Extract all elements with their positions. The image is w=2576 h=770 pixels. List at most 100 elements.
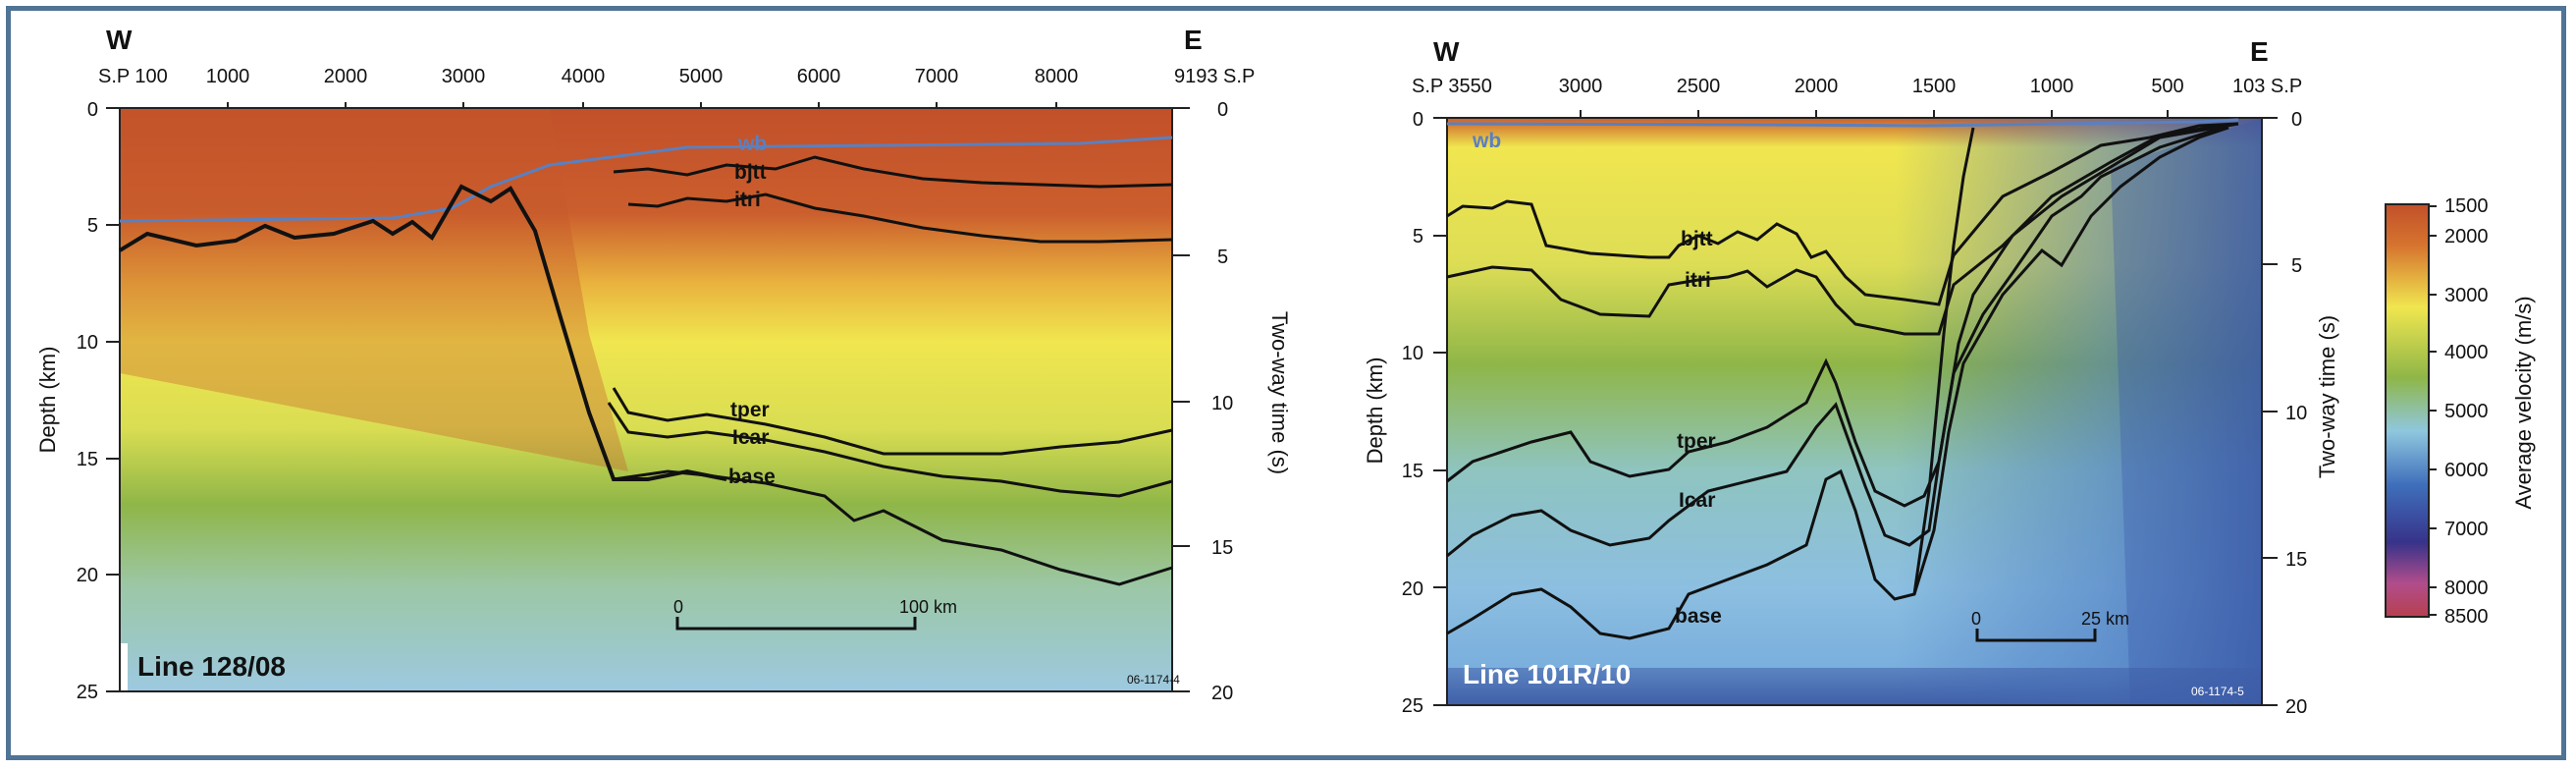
left-top-tick: 1000 bbox=[206, 66, 250, 87]
right-top-ticks: S.P 3550 3000 2500 2000 1500 1000 500 10… bbox=[1412, 76, 2302, 97]
left-top-tick: 5000 bbox=[679, 66, 724, 87]
right-label-bjtt: bjtt bbox=[1681, 228, 1713, 250]
left-time-axis-label: Two-way time (s) bbox=[1267, 311, 1292, 474]
right-top-tick: 103 S.P bbox=[2232, 76, 2302, 97]
left-depth-tick: 15 bbox=[77, 449, 98, 470]
right-top-tick: 1000 bbox=[2030, 76, 2074, 97]
left-horizon-itri bbox=[627, 192, 1173, 244]
colorbar-tick: 3000 bbox=[2444, 285, 2489, 306]
right-horizon-bjtt bbox=[1446, 122, 2239, 306]
left-top-tick: 7000 bbox=[915, 66, 959, 87]
right-time-ticks: 0 5 10 15 20 bbox=[2285, 109, 2307, 718]
left-time-tick: 0 bbox=[1217, 99, 1228, 121]
right-east-label: E bbox=[2250, 36, 2269, 67]
left-depth-tick: 5 bbox=[87, 215, 98, 237]
right-figure-code: 06-1174-5 bbox=[2191, 685, 2244, 698]
left-top-tick: 4000 bbox=[562, 66, 606, 87]
velocity-colorbar: 1500 2000 3000 4000 5000 6000 7000 8000 … bbox=[2385, 195, 2536, 628]
colorbar-tick: 8000 bbox=[2444, 578, 2489, 599]
left-top-tick: 3000 bbox=[442, 66, 486, 87]
colorbar-tick: 2000 bbox=[2444, 226, 2489, 248]
right-west-label: W bbox=[1433, 36, 1460, 67]
left-scale-bar: 0 100 km bbox=[673, 597, 957, 631]
left-top-tick: S.P 100 bbox=[98, 66, 168, 87]
right-top-tick: 500 bbox=[2151, 76, 2183, 97]
right-depth-axis-label: Depth (km) bbox=[1363, 358, 1387, 465]
right-top-tick: 2500 bbox=[1677, 76, 1721, 97]
left-horizon-base bbox=[613, 469, 1173, 586]
left-label-icar: Icar bbox=[732, 426, 769, 449]
left-figure-code: 06-1174-4 bbox=[1127, 673, 1180, 687]
right-label-base: base bbox=[1675, 605, 1722, 628]
left-top-tick: 8000 bbox=[1035, 66, 1079, 87]
left-scale-end: 100 km bbox=[899, 597, 957, 617]
colorbar-tick: 7000 bbox=[2444, 519, 2489, 540]
right-scale-start: 0 bbox=[1971, 609, 1981, 629]
right-depth-tick: 20 bbox=[1402, 578, 1423, 600]
left-horizon-labels: wb bjtt itri tper Icar base bbox=[728, 133, 776, 488]
right-time-tick: 15 bbox=[2285, 549, 2307, 571]
right-scale-end: 25 km bbox=[2081, 609, 2129, 629]
right-top-tick: 1500 bbox=[1912, 76, 1957, 97]
left-label-bjtt: bjtt bbox=[734, 161, 767, 184]
left-time-tick: 5 bbox=[1217, 247, 1228, 268]
right-depth-tick: 25 bbox=[1402, 695, 1423, 717]
right-label-tper: tper bbox=[1677, 430, 1716, 453]
left-time-tick: 20 bbox=[1211, 683, 1233, 704]
right-time-tick: 10 bbox=[2285, 403, 2307, 424]
left-depth-tick: 0 bbox=[87, 99, 98, 121]
right-top-tick: 2000 bbox=[1795, 76, 1839, 97]
left-top-ticks: S.P 100 1000 2000 3000 4000 5000 6000 70… bbox=[98, 66, 1255, 87]
left-label-wb: wb bbox=[737, 133, 767, 155]
right-label-itri: itri bbox=[1685, 269, 1711, 292]
left-label-base: base bbox=[728, 466, 776, 488]
left-time-tick: 15 bbox=[1211, 537, 1233, 559]
left-top-tick: 6000 bbox=[797, 66, 841, 87]
left-label-itri: itri bbox=[734, 189, 761, 211]
left-horizon-icar bbox=[607, 402, 1173, 498]
left-low-velocity-zone bbox=[120, 108, 628, 471]
right-horizon-wb bbox=[1446, 118, 2239, 128]
left-scale-start: 0 bbox=[673, 597, 683, 617]
right-scale-bar: 0 25 km bbox=[1971, 609, 2129, 642]
right-horizon-tper bbox=[1446, 122, 2239, 508]
right-depth-tick: 5 bbox=[1413, 226, 1423, 248]
left-depth-tick: 25 bbox=[77, 682, 98, 703]
right-horizon-icar bbox=[1446, 124, 2229, 558]
colorbar-tick: 4000 bbox=[2444, 342, 2489, 363]
right-label-icar: Icar bbox=[1679, 489, 1715, 512]
left-label-tper: tper bbox=[730, 399, 770, 421]
left-panel: W E S.P 100 1000 2000 3000 4000 5000 600… bbox=[35, 25, 1292, 704]
right-depth-ticks: 0 5 10 15 20 25 bbox=[1402, 109, 1423, 717]
right-fault bbox=[1912, 127, 1975, 595]
left-time-tick: 10 bbox=[1211, 393, 1233, 414]
right-top-tick: 3000 bbox=[1559, 76, 1603, 97]
colorbar-tick: 6000 bbox=[2444, 460, 2489, 481]
left-panel-border bbox=[119, 107, 1173, 692]
left-depth-ticks: 0 5 10 15 20 25 bbox=[77, 99, 98, 703]
left-horizon-shelf-ramp bbox=[118, 184, 727, 481]
right-depth-tick: 0 bbox=[1413, 109, 1423, 131]
left-depth-tick: 20 bbox=[77, 565, 98, 586]
right-time-tick: 20 bbox=[2285, 696, 2307, 718]
colorbar-tick: 8500 bbox=[2444, 606, 2489, 628]
left-time-ticks: 0 5 10 15 20 bbox=[1211, 99, 1233, 704]
colorbar-tick: 5000 bbox=[2444, 401, 2489, 422]
left-west-label: W bbox=[106, 25, 133, 55]
right-time-tick: 5 bbox=[2291, 255, 2302, 277]
right-horizon-base bbox=[1446, 126, 2229, 640]
colorbar-label: Average velocity (m/s) bbox=[2511, 296, 2536, 509]
left-horizon-tper bbox=[612, 387, 1173, 456]
left-line-name: Line 128/08 bbox=[137, 651, 286, 682]
right-time-axis-label: Two-way time (s) bbox=[2315, 315, 2339, 478]
right-horizon-labels: wb bjtt itri tper Icar base bbox=[1472, 130, 1722, 628]
colorbar-tick: 1500 bbox=[2444, 195, 2489, 217]
left-depth-axis-label: Depth (km) bbox=[35, 347, 60, 454]
right-time-tick: 0 bbox=[2291, 109, 2302, 131]
colorbar-ticks: 1500 2000 3000 4000 5000 6000 7000 8000 … bbox=[2444, 195, 2489, 628]
left-depth-tick: 10 bbox=[77, 332, 98, 354]
left-east-label: E bbox=[1184, 25, 1203, 55]
right-depth-tick: 15 bbox=[1402, 461, 1423, 482]
right-line-name: Line 101R/10 bbox=[1463, 659, 1631, 689]
left-top-tick: 9193 S.P bbox=[1174, 66, 1255, 87]
